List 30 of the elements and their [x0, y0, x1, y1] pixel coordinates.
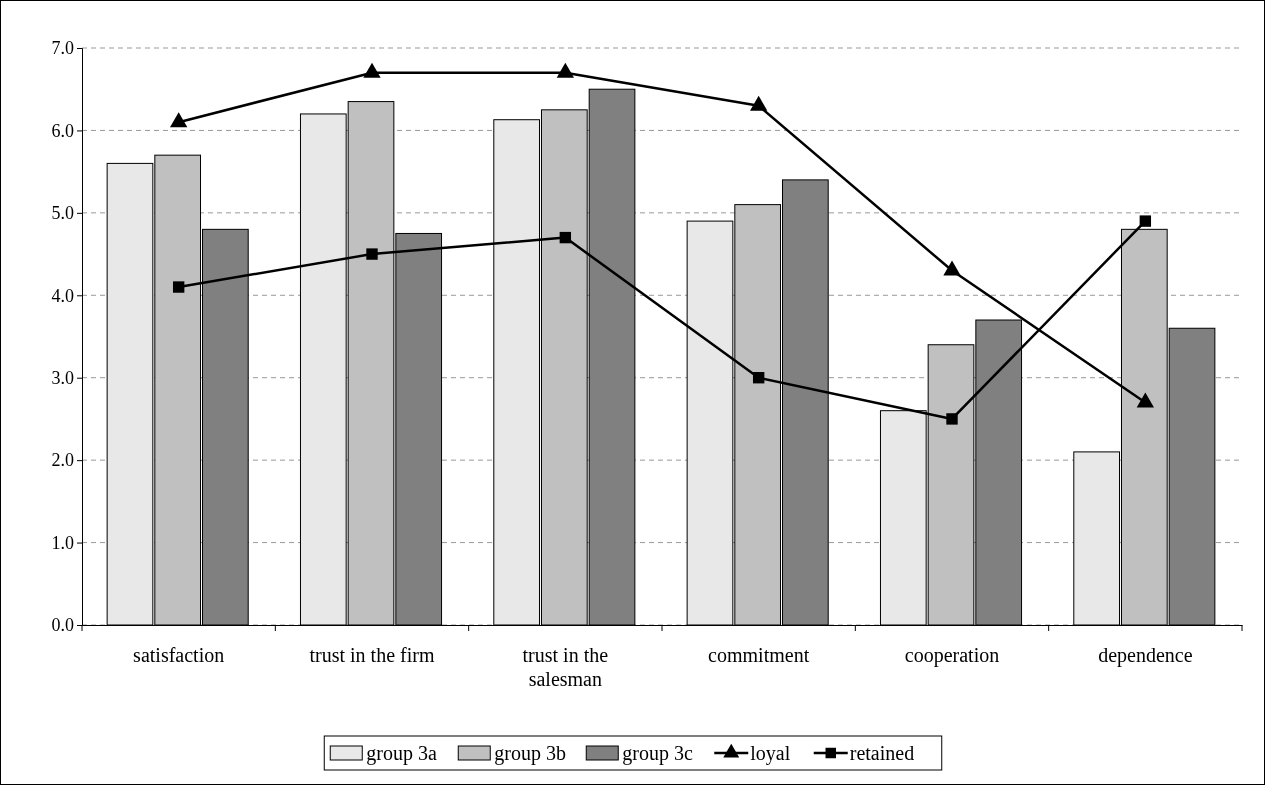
- legend-label: loyal: [750, 742, 791, 765]
- point: [559, 231, 572, 244]
- y-tick-label: 3.0: [51, 367, 74, 388]
- x-tick-label: dependence: [1098, 644, 1193, 667]
- point: [943, 260, 961, 276]
- y-tick-label: 6.0: [51, 120, 74, 141]
- y-tick-label: 7.0: [51, 38, 74, 59]
- point: [1139, 215, 1152, 227]
- legend-label: group 3b: [494, 742, 566, 765]
- x-tick-label: cooperation: [904, 644, 1000, 667]
- point: [363, 62, 381, 78]
- x-tick-label: commitment: [708, 644, 810, 666]
- point: [946, 413, 958, 425]
- x-tick-label: trust in the firm: [309, 644, 435, 666]
- point: [170, 112, 188, 128]
- point: [750, 95, 768, 111]
- y-tick-label: 0.0: [51, 615, 74, 636]
- y-tick-label: 1.0: [51, 532, 74, 553]
- legend-label: group 3a: [366, 742, 437, 765]
- legend-label: retained: [849, 742, 915, 764]
- point: [556, 62, 574, 78]
- point: [172, 281, 185, 293]
- y-tick-label: 4.0: [51, 285, 74, 306]
- x-tick-label: trust in the salesman: [522, 644, 609, 690]
- y-tick-label: 2.0: [51, 450, 74, 471]
- legend-label: group 3c: [622, 742, 693, 765]
- x-tick-label: satisfaction: [133, 644, 225, 666]
- y-tick-label: 5.0: [51, 203, 74, 224]
- point: [752, 372, 765, 384]
- point: [366, 248, 378, 260]
